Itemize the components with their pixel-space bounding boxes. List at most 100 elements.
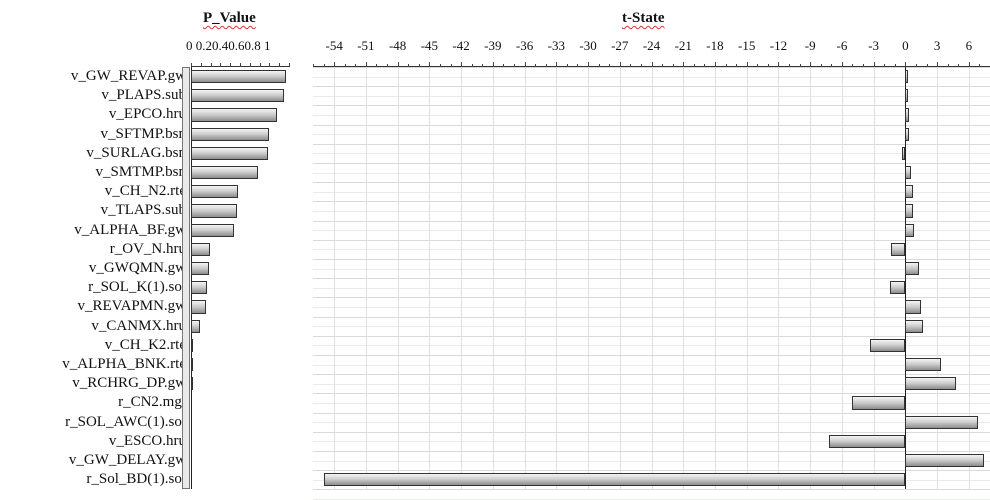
t-axis-tick [884,64,886,67]
t-axis-tick [863,64,865,67]
t-state-bar [905,300,922,314]
t-tick-label: -45 [420,38,439,53]
t-axis-tick [757,64,759,67]
t-tick-label: 0 [902,38,909,53]
t-gridline-v [714,67,716,490]
t-state-bar [905,204,914,218]
t-tick-label: -15 [738,38,756,53]
p-value-bar [191,281,207,295]
t-gridline-v [810,67,812,490]
parameter-label: v_ALPHA_BF.gw [74,221,186,238]
t-tick-label: -18 [706,38,724,53]
t-axis-tick [471,64,473,67]
t-tick-label: -21 [674,38,692,53]
t-axis-tick [387,64,389,67]
t-axis-tick [630,64,632,67]
t-state-bar [905,223,914,237]
t-state-bar [905,70,909,84]
p-value-bar [191,223,235,237]
t-axis-tick [841,62,843,67]
t-axis-tick [810,62,812,67]
t-gridline-v [429,67,431,490]
t-axis-tick [535,64,537,67]
t-axis-tick [344,64,346,67]
p-value-bar [191,166,258,180]
t-axis-tick [714,62,716,67]
t-axis-tick [968,62,970,67]
p-axis-tick [279,63,281,67]
t-axis-tick [915,64,917,67]
parameter-label: r_SOL_K(1).sol [88,279,186,296]
t-tick-label: -48 [388,38,407,53]
t-gridline-v [746,67,748,490]
parameter-label: v_ALPHA_BNK.rte [62,356,186,372]
t-axis-tick [789,64,791,67]
t-axis-tick [672,64,674,67]
t-axis-tick [704,64,706,67]
t-tick-label: -24 [642,38,661,53]
t-axis-tick [482,64,484,67]
t-tick-label: -51 [357,38,375,53]
p-axis-tick [210,63,212,67]
t-tick-label: -30 [579,38,597,53]
t-tick-label: -36 [515,38,534,53]
t-state-bar [905,454,984,468]
t-axis-tick [513,64,515,67]
t-tick-label: -6 [836,38,848,53]
p-axis-tick [259,63,261,67]
parameter-label: r_CN2.mgt [118,394,186,411]
t-axis-tick [820,64,822,67]
t-state-bar [870,338,906,352]
t-axis-tick [693,64,695,67]
t-gridline-v [968,67,970,490]
p-axis-tick [269,63,271,67]
t-gridline-v [683,67,685,490]
parameter-label: v_CH_K2.rte [104,336,186,353]
p-value-bar [191,242,210,256]
t-gridline-v [397,67,399,490]
t-axis-tick [461,62,463,67]
t-axis-tick [566,64,568,67]
t-axis-tick [524,62,526,67]
t-state-bar [905,377,957,391]
t-axis-tick [609,64,611,67]
t-axis-tick [503,64,505,67]
p-value-bar [191,70,287,84]
t-axis-tick [355,64,357,67]
p-value-bar [191,358,193,372]
t-axis-tick [397,62,399,67]
p-axis-tick [249,63,251,67]
t-axis-tick [408,64,410,67]
t-gridline-v [365,67,367,490]
p-axis-tick [230,63,232,67]
p-value-tick-labels: 0 0.20.40.60.8 1 [186,38,271,53]
p-value-title: P_Value [203,10,256,26]
scrollbar [182,67,190,490]
parameter-label: v_CANMX.hru [91,317,186,334]
t-tick-label: -39 [484,38,502,53]
t-axis-tick [937,62,939,67]
t-state-bar [890,242,906,256]
t-tick-label: -27 [611,38,629,53]
t-state-bar [905,319,924,333]
t-axis-tick [894,64,896,67]
p-axis-tick [200,63,202,67]
t-tick-label: -9 [804,38,816,53]
t-gridline-v [334,67,336,490]
t-gridline-v [588,67,590,490]
p-axis-tick [220,63,222,67]
t-axis-tick [429,62,431,67]
t-tick-label: 3 [933,38,941,53]
p-value-bar [191,146,269,160]
t-axis-tick [439,64,441,67]
t-axis-tick [683,62,685,67]
t-state-bar [905,415,979,429]
parameter-label: v_SMTMP.bsn [95,164,186,180]
parameter-label: v_RCHRG_DP.gw [72,375,186,392]
p-zero-line [191,67,192,490]
t-axis-tick [852,64,854,67]
t-axis-tick [736,64,738,67]
parameter-label: v_REVAPMN.gw [77,298,187,315]
t-tick-label: 6 [965,38,973,53]
t-axis-tick [725,64,727,67]
